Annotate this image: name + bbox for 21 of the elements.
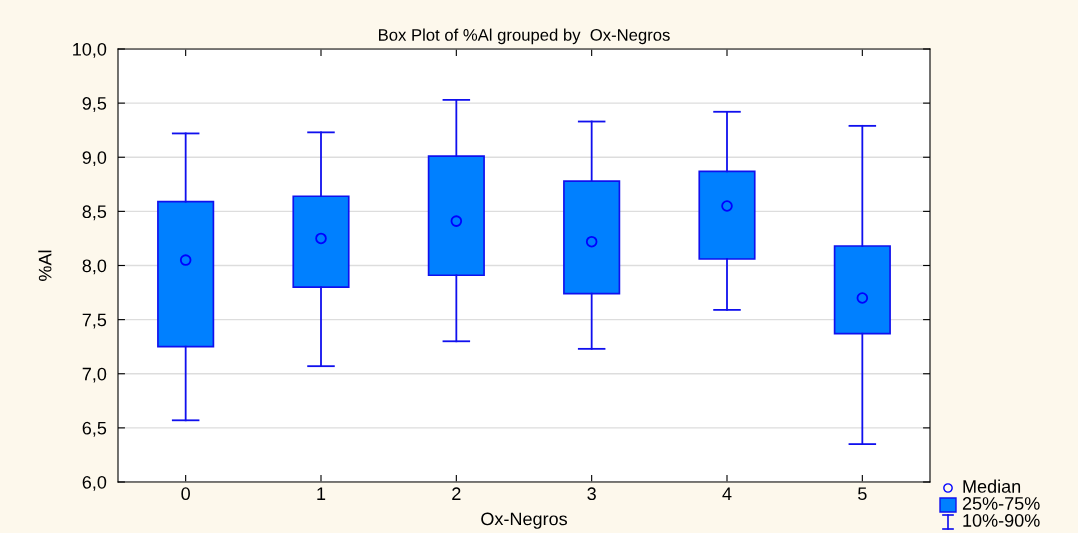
x-tick-label: 3 xyxy=(587,487,596,501)
y-axis-title: %Al xyxy=(38,250,52,281)
y-tick-label: 6,0 xyxy=(82,475,107,491)
x-tick-label: 0 xyxy=(181,487,190,501)
y-tick-label: 9,0 xyxy=(82,151,107,167)
text: 10%-90% xyxy=(963,514,1040,527)
x-tick-label: 2 xyxy=(452,487,461,500)
x-tick-label: 1 xyxy=(317,487,326,500)
y-tick-label: 10,0 xyxy=(73,42,107,58)
y-tick-label: 6,5 xyxy=(82,421,107,437)
x-axis-title: Ox-Negros xyxy=(481,512,567,529)
y-tick-label: 8,0 xyxy=(82,259,107,275)
y-tick-label: 7,0 xyxy=(82,367,107,383)
chart-title: Box Plot of %Al grouped by Ox-Negros xyxy=(379,28,670,45)
y-tick-label: 8,5 xyxy=(82,205,107,221)
y-tick-label: 7,5 xyxy=(82,313,107,329)
text: Median xyxy=(963,479,1021,493)
x-tick-label: 4 xyxy=(722,487,732,500)
y-tick-label: 9,5 xyxy=(82,97,107,112)
text: 25%-75% xyxy=(962,497,1040,510)
x-tick-label: 5 xyxy=(858,487,867,501)
